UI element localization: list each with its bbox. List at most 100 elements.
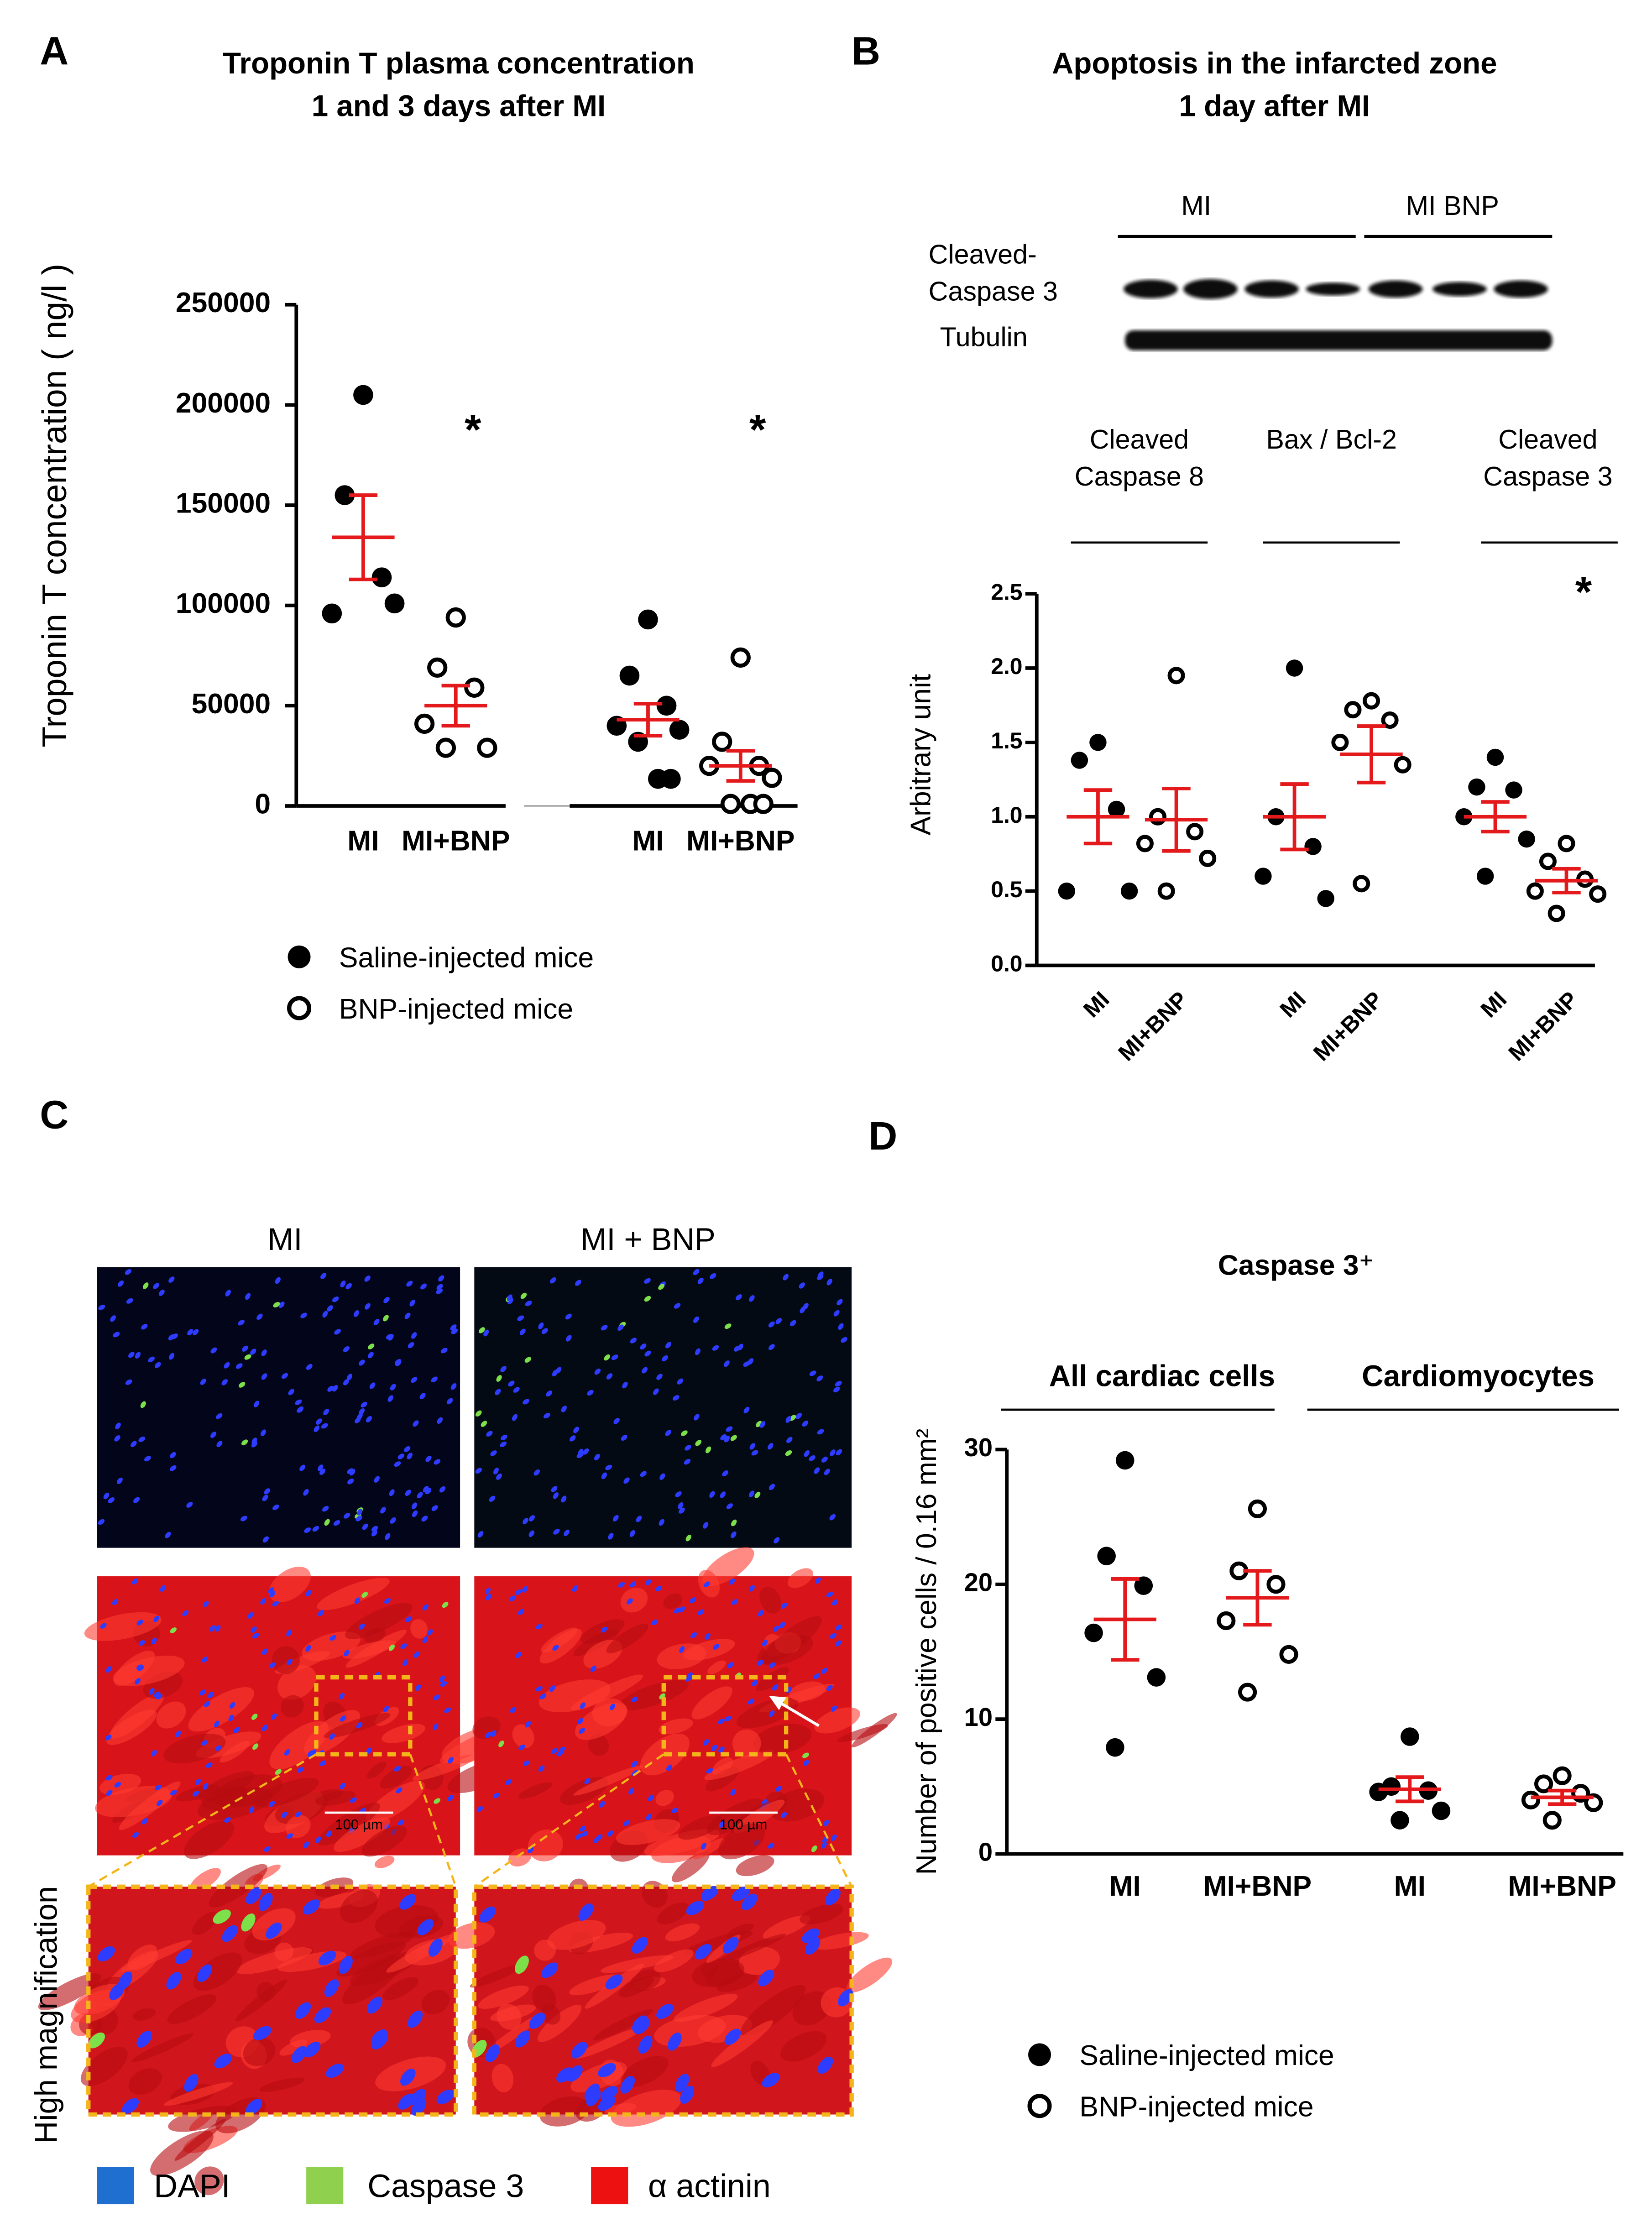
nucleus (210, 1347, 217, 1354)
nucleus (261, 1648, 268, 1655)
nucleus (154, 1362, 161, 1368)
nucleus (685, 1445, 691, 1451)
nucleus (397, 1453, 404, 1459)
nucleus (817, 1429, 824, 1435)
data-point (322, 603, 342, 624)
nucleus (831, 1705, 837, 1712)
nucleus (538, 1765, 545, 1772)
nucleus (719, 1821, 725, 1828)
nucleus (706, 1768, 713, 1774)
nucleus (515, 1955, 529, 1974)
fiber (665, 1923, 700, 1942)
fiber (547, 1920, 606, 1950)
micrograph (472, 1547, 897, 1898)
nucleus (759, 1421, 766, 1428)
nucleus (666, 1764, 673, 1771)
data-point (730, 647, 751, 668)
nucleus (303, 1899, 320, 1915)
nucleus (768, 1710, 775, 1717)
nucleus (215, 1625, 221, 1632)
nucleus (299, 1464, 306, 1471)
nucleus (420, 1283, 427, 1290)
nucleus (261, 1349, 267, 1356)
arrow-head (769, 1696, 786, 1710)
fiber (707, 1660, 726, 1674)
nucleus (748, 1358, 754, 1365)
fiber (704, 1750, 774, 1780)
fiber (620, 1588, 648, 1613)
nucleus (144, 1456, 151, 1462)
fiber (478, 1985, 529, 2009)
fiber (183, 1820, 234, 1859)
nucleus (412, 1510, 418, 1517)
data-point (1248, 1499, 1267, 1518)
nucleus (680, 2086, 695, 2104)
nucleus (197, 1964, 212, 1982)
nucleus (253, 2026, 272, 2040)
nucleus (240, 1516, 247, 1521)
nucleus (679, 1646, 685, 1653)
nucleus (148, 1356, 155, 1363)
nucleus (781, 1602, 788, 1609)
nucleus (386, 1334, 393, 1340)
nucleus (675, 1491, 682, 1497)
nucleus (88, 2032, 105, 2049)
legend-swatch (97, 2167, 134, 2205)
nucleus (578, 1448, 584, 1456)
nucleus (122, 2098, 139, 2114)
data-point (1279, 1645, 1298, 1664)
nucleus (153, 1283, 160, 1289)
nucleus (838, 1323, 844, 1330)
nucleus (395, 1360, 402, 1366)
legend-swatch (306, 2167, 344, 2205)
data-point (1255, 868, 1272, 885)
nucleus (612, 1515, 619, 1521)
nucleus (644, 1278, 651, 1284)
nucleus (646, 1814, 652, 1820)
nucleus (262, 1495, 268, 1501)
nucleus (200, 1378, 206, 1385)
nucleus (213, 1909, 231, 1924)
blot-group-label: MI BNP (1406, 190, 1499, 221)
legend-label: BNP-injected mice (339, 993, 573, 1025)
nucleus (501, 1434, 507, 1441)
data-point (1505, 781, 1522, 799)
nucleus (618, 1582, 625, 1588)
nucleus (803, 1760, 810, 1766)
nucleus (114, 1435, 120, 1442)
nucleus (229, 1702, 235, 1709)
nucleus (423, 1486, 429, 1493)
fiber (168, 2106, 237, 2132)
panel-label: A (40, 29, 68, 73)
nucleus (158, 1289, 165, 1296)
nucleus (510, 1707, 517, 1713)
x-tick-label: MI (632, 826, 664, 857)
nucleus (621, 1435, 627, 1441)
nucleus (486, 1594, 491, 1600)
nucleus (703, 1739, 709, 1746)
group-label: Cleaved (1498, 424, 1597, 455)
nucleus (284, 1749, 290, 1756)
nucleus (541, 1962, 559, 1978)
data-point (1558, 835, 1575, 852)
chart-title: 1 and 3 days after MI (312, 89, 606, 122)
nucleus (613, 1418, 620, 1424)
fiber (421, 1990, 450, 2015)
fiber (491, 2064, 514, 2092)
y-tick-label: 200000 (176, 387, 271, 419)
nucleus (507, 1294, 512, 1302)
nucleus (724, 1716, 732, 1721)
nucleus (626, 1598, 633, 1605)
data-point (669, 720, 690, 740)
nucleus (222, 1925, 238, 1942)
data-point (1317, 890, 1334, 907)
nucleus (358, 1359, 365, 1366)
nucleus (252, 1633, 259, 1639)
nucleus (312, 1526, 319, 1532)
nucleus (729, 1579, 735, 1585)
nucleus (481, 1421, 487, 1427)
nucleus (438, 1275, 444, 1282)
nucleus (490, 1450, 497, 1456)
nucleus (748, 1490, 755, 1497)
nucleus (561, 1406, 567, 1412)
